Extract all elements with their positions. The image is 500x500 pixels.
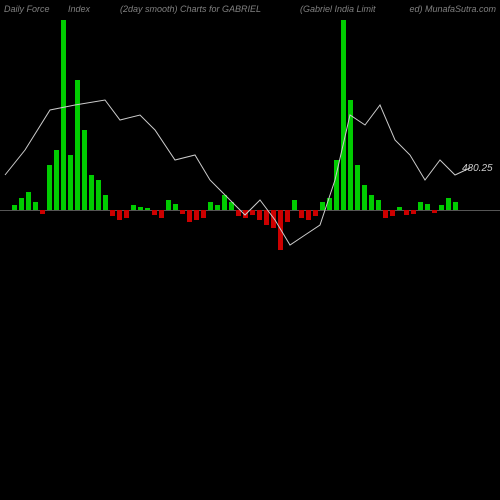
- force-bar: [208, 202, 213, 210]
- force-bar: [26, 192, 31, 210]
- force-bar: [404, 210, 409, 215]
- force-bar: [362, 185, 367, 210]
- force-bar: [75, 80, 80, 210]
- force-bar: [306, 210, 311, 220]
- force-bar: [159, 210, 164, 218]
- force-bar: [215, 205, 220, 210]
- force-bar: [439, 205, 444, 210]
- force-bar: [369, 195, 374, 210]
- force-bar: [152, 210, 157, 215]
- force-index-chart: 480.25: [0, 20, 500, 480]
- force-bar: [54, 150, 59, 210]
- force-bar: [229, 202, 234, 210]
- force-bar: [47, 165, 52, 210]
- force-bar: [222, 195, 227, 210]
- force-bar: [355, 165, 360, 210]
- force-bar: [166, 200, 171, 210]
- force-bar: [68, 155, 73, 210]
- force-bar: [453, 202, 458, 210]
- force-bar: [61, 20, 66, 210]
- force-bar: [376, 200, 381, 210]
- force-bar: [292, 200, 297, 210]
- force-bar: [12, 205, 17, 210]
- header-text-5: ed) MunafaSutra.com: [409, 4, 496, 14]
- force-bar: [299, 210, 304, 218]
- header-text-4: (Gabriel India Limit: [300, 4, 376, 14]
- force-bar: [264, 210, 269, 225]
- force-bar: [145, 208, 150, 210]
- force-bar: [425, 204, 430, 210]
- force-bar: [243, 210, 248, 218]
- force-bar: [348, 100, 353, 210]
- force-bar: [89, 175, 94, 210]
- force-bar: [110, 210, 115, 216]
- header-text-2: Index: [68, 4, 90, 14]
- force-bar: [320, 202, 325, 210]
- force-bar: [250, 210, 255, 215]
- force-bar: [124, 210, 129, 218]
- force-bar: [327, 198, 332, 210]
- force-bar: [411, 210, 416, 214]
- header-text-1: Daily Force: [4, 4, 50, 14]
- force-bar: [313, 210, 318, 216]
- force-bar: [194, 210, 199, 220]
- force-bar: [390, 210, 395, 216]
- force-bar: [117, 210, 122, 220]
- force-bar: [285, 210, 290, 222]
- price-label: 480.25: [462, 163, 493, 174]
- force-bar: [201, 210, 206, 218]
- chart-header: Daily Force Index (2day smooth) Charts f…: [0, 4, 500, 20]
- force-bar: [187, 210, 192, 222]
- force-bar: [138, 207, 143, 210]
- force-bar: [82, 130, 87, 210]
- force-bar: [180, 210, 185, 214]
- force-bar: [96, 180, 101, 210]
- force-bar: [383, 210, 388, 218]
- force-bar: [397, 207, 402, 210]
- force-bar: [418, 202, 423, 210]
- header-text-3: (2day smooth) Charts for GABRIEL: [120, 4, 261, 14]
- force-bar: [131, 205, 136, 210]
- force-bar: [432, 210, 437, 213]
- force-bar: [19, 198, 24, 210]
- force-bar: [33, 202, 38, 210]
- force-bar: [257, 210, 262, 220]
- force-bar: [446, 198, 451, 210]
- force-bar: [40, 210, 45, 214]
- force-bar: [271, 210, 276, 228]
- force-bar: [236, 210, 241, 216]
- force-bar: [341, 20, 346, 210]
- force-bar: [334, 160, 339, 210]
- force-bar: [278, 210, 283, 250]
- force-bar: [173, 204, 178, 210]
- force-bar: [103, 195, 108, 210]
